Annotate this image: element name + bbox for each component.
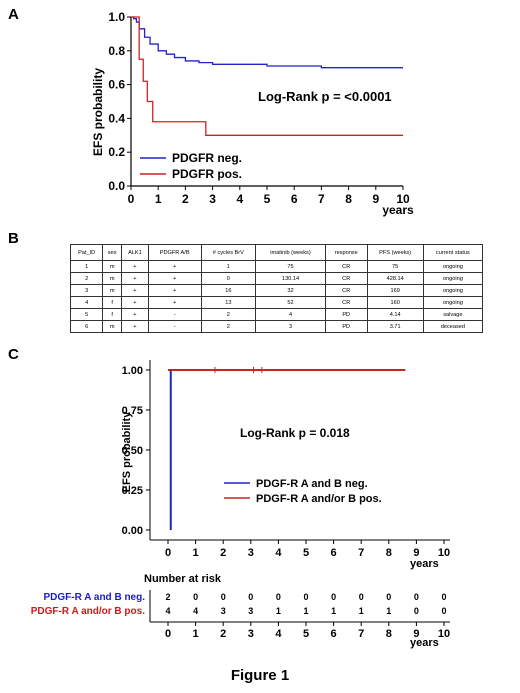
risk-xtick-label: 4 bbox=[275, 628, 282, 640]
a-xtick-label: 10 bbox=[396, 192, 410, 206]
risk-value: 0 bbox=[441, 606, 446, 616]
risk-xlabel: years bbox=[410, 637, 439, 649]
table-row: 6 m + -2 3 PD 3.71 deceased bbox=[69, 320, 484, 333]
a-xtick-label: 0 bbox=[128, 192, 135, 206]
risk-value: 0 bbox=[331, 592, 336, 602]
c-legend-neg: PDGF-R A and B neg. bbox=[256, 478, 368, 490]
c-xtick-label: 10 bbox=[438, 547, 450, 559]
a-xlabel: years bbox=[382, 203, 414, 217]
risk-xtick-label: 0 bbox=[165, 628, 171, 640]
c-xtick-label: 5 bbox=[303, 547, 309, 559]
risk-value: 3 bbox=[221, 606, 226, 616]
table-cell: 3 bbox=[69, 284, 104, 297]
risk-xtick-label: 8 bbox=[386, 628, 392, 640]
risk-value: 1 bbox=[386, 606, 391, 616]
risk-value: 0 bbox=[303, 592, 308, 602]
c-xtick-label: 8 bbox=[386, 547, 392, 559]
risk-value: 1 bbox=[303, 606, 308, 616]
patient-table: Pat_ID sex ALK1 PDGFR A/B # cycles BrV imatin… bbox=[69, 244, 484, 333]
a-xtick-label: 2 bbox=[182, 192, 189, 206]
a-series-pos bbox=[131, 16, 403, 136]
panel-label-a: A bbox=[8, 6, 19, 23]
risk-value: 0 bbox=[414, 592, 419, 602]
a-xtick-label: 5 bbox=[264, 192, 271, 206]
table-cell: deceased bbox=[422, 320, 484, 333]
a-ytick-label: 1.0 bbox=[108, 10, 125, 24]
risk-xtick-label: 7 bbox=[358, 628, 364, 640]
risk-value: 0 bbox=[193, 592, 198, 602]
table-cell: 2 bbox=[200, 320, 257, 333]
a-xtick-label: 1 bbox=[155, 192, 162, 206]
table-header-row: Pat_ID sex ALK1 PDGFR A/B # cycles BrV imatin… bbox=[69, 244, 484, 261]
c-logrank: Log-Rank p = 0.018 bbox=[240, 426, 350, 440]
a-xtick-label: 8 bbox=[345, 192, 352, 206]
c-xtick-label: 6 bbox=[331, 547, 337, 559]
a-logrank: Log-Rank p = <0.0001 bbox=[258, 89, 392, 104]
risk-value: 3 bbox=[248, 606, 253, 616]
km-chart-a: 1.0 0.8 0.6 0.4 0.2 0.00 1 2 3 4 5 6 7 8 9 10 EFS proba… bbox=[91, 10, 414, 217]
table-cell: 3 bbox=[255, 320, 326, 333]
risk-xtick-label: 5 bbox=[303, 628, 309, 640]
risk-xtick-label: 3 bbox=[248, 628, 254, 640]
a-ytick-label: 0.4 bbox=[108, 111, 125, 125]
c-xtick-label: 2 bbox=[220, 547, 226, 559]
risk-value: 4 bbox=[193, 606, 198, 616]
a-xtick-label: 6 bbox=[291, 192, 298, 206]
panel-label-b: B bbox=[8, 230, 19, 247]
c-xtick-label: 9 bbox=[413, 547, 419, 559]
table-row: 4 f + +13 52 CR 160 ongoing bbox=[69, 296, 484, 309]
a-ytick-label: 0.0 bbox=[108, 179, 125, 193]
risk-xtick-label: 1 bbox=[193, 628, 199, 640]
c-ylabel: EFS probability bbox=[121, 411, 133, 493]
risk-value: 0 bbox=[248, 592, 253, 602]
risk-value: 1 bbox=[276, 606, 281, 616]
risk-value: 0 bbox=[359, 592, 364, 602]
c-ytick-label: 1.00 bbox=[122, 365, 143, 377]
c-xtick-label: 7 bbox=[358, 547, 364, 559]
panel-label-c: C bbox=[8, 346, 19, 363]
a-legend-neg: PDGFR neg. bbox=[172, 151, 242, 165]
a-ytick-label: 0.6 bbox=[108, 78, 125, 92]
a-ylabel: EFS probability bbox=[91, 68, 105, 156]
a-ytick-label: 0.8 bbox=[108, 44, 125, 58]
risk-title: Number at risk bbox=[144, 573, 222, 585]
c-xtick-label: 1 bbox=[193, 547, 199, 559]
risk-xtick-label: 9 bbox=[413, 628, 419, 640]
risk-label-pos: PDGF-R A and/or B pos. bbox=[31, 606, 145, 617]
risk-value: 0 bbox=[386, 592, 391, 602]
c-ytick-label: 0.00 bbox=[122, 525, 143, 537]
risk-xtick-label: 2 bbox=[220, 628, 226, 640]
a-ytick-label: 0.2 bbox=[108, 145, 125, 159]
risk-value: 1 bbox=[359, 606, 364, 616]
risk-value: 2 bbox=[165, 592, 170, 602]
risk-value: 0 bbox=[276, 592, 281, 602]
risk-value: 0 bbox=[221, 592, 226, 602]
risk-value: 0 bbox=[441, 592, 446, 602]
risk-xtick-label: 10 bbox=[438, 628, 450, 640]
c-legend-pos: PDGF-R A and/or B pos. bbox=[256, 493, 382, 505]
risk-label-neg: PDGF-R A and B neg. bbox=[44, 592, 146, 603]
risk-value: 1 bbox=[331, 606, 336, 616]
a-xtick-label: 4 bbox=[236, 192, 243, 206]
a-legend-pos: PDGFR pos. bbox=[172, 167, 242, 181]
c-ytick-label: 0.75 bbox=[122, 405, 143, 417]
table-cell: 6 bbox=[69, 320, 104, 333]
c-xlabel: years bbox=[410, 558, 439, 570]
risk-value: 0 bbox=[414, 606, 419, 616]
c-series-neg bbox=[168, 369, 172, 530]
c-xtick-label: 3 bbox=[248, 547, 254, 559]
figure-caption: Figure 1 bbox=[230, 667, 290, 684]
c-ytick-label: 0.25 bbox=[122, 485, 143, 497]
c-xtick-label: 0 bbox=[165, 547, 171, 559]
c-xtick-label: 4 bbox=[275, 547, 282, 559]
risk-value: 4 bbox=[165, 606, 170, 616]
a-xtick-label: 3 bbox=[209, 192, 216, 206]
risk-xtick-label: 6 bbox=[331, 628, 337, 640]
c-ytick-label: 0.50 bbox=[122, 445, 143, 457]
a-xtick-label: 9 bbox=[372, 192, 379, 206]
a-xtick-label: 7 bbox=[318, 192, 325, 206]
